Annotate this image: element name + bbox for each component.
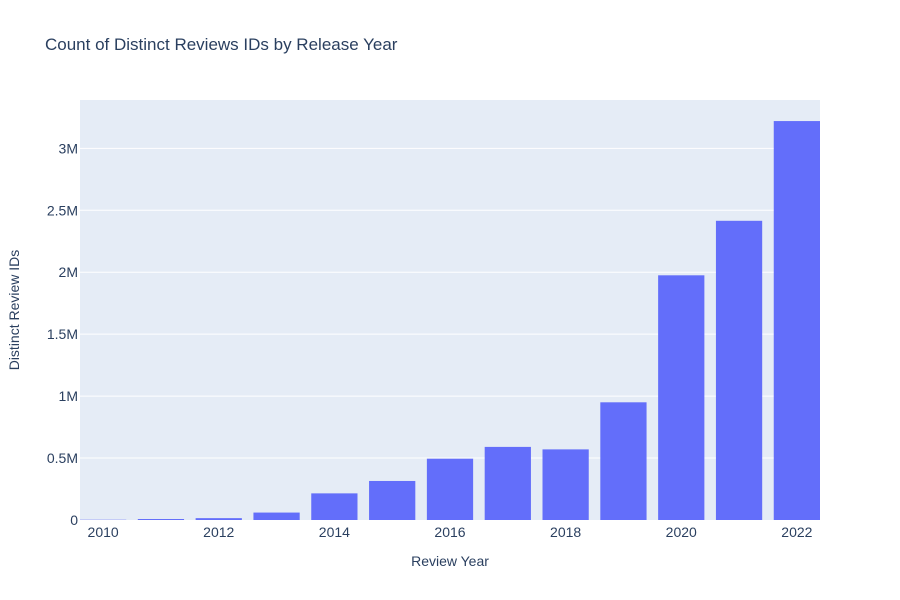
y-tick-label: 1.5M: [47, 326, 78, 342]
y-tick-label: 0: [70, 512, 78, 528]
chart-title: Count of Distinct Reviews IDs by Release…: [45, 35, 398, 54]
x-tick-label: 2010: [88, 524, 119, 540]
bar-2021: [715, 220, 763, 521]
x-tick-label: 2022: [781, 524, 812, 540]
y-tick-label: 0.5M: [47, 450, 78, 466]
bar-2017: [484, 446, 531, 520]
bar-2015: [369, 480, 416, 520]
x-tick-label: 2014: [319, 524, 350, 540]
gridlines: [80, 147, 820, 459]
bar-2022: [773, 121, 820, 520]
x-tick-label: 2016: [434, 524, 465, 540]
x-tick-label: 2012: [203, 524, 234, 540]
bar-2013: [253, 512, 300, 520]
x-tick-label: 2018: [550, 524, 581, 540]
bar-2014: [311, 493, 358, 520]
y-tick-label: 2.5M: [47, 202, 78, 218]
bar-2011: [137, 519, 185, 520]
y-tick-label: 1M: [59, 388, 78, 404]
y-tick-label: 2M: [59, 264, 78, 280]
y-tick-label: 3M: [59, 140, 78, 156]
plot-area: [80, 100, 820, 520]
bar-2016: [426, 458, 474, 520]
bar-2018: [542, 449, 589, 520]
x-axis-ticks: 2010 2012 2014 2016 2018 2020 2022: [88, 524, 813, 540]
bar-2019: [600, 402, 647, 520]
bars: [80, 121, 820, 521]
x-axis-title: Review Year: [411, 553, 489, 569]
x-tick-label: 2020: [666, 524, 697, 540]
bar-2012: [195, 518, 242, 520]
y-axis-ticks: 0 0.5M 1M 1.5M 2M 2.5M 3M: [47, 140, 78, 528]
bar-2020: [658, 275, 705, 520]
y-axis-title: Distinct Review IDs: [6, 250, 22, 371]
